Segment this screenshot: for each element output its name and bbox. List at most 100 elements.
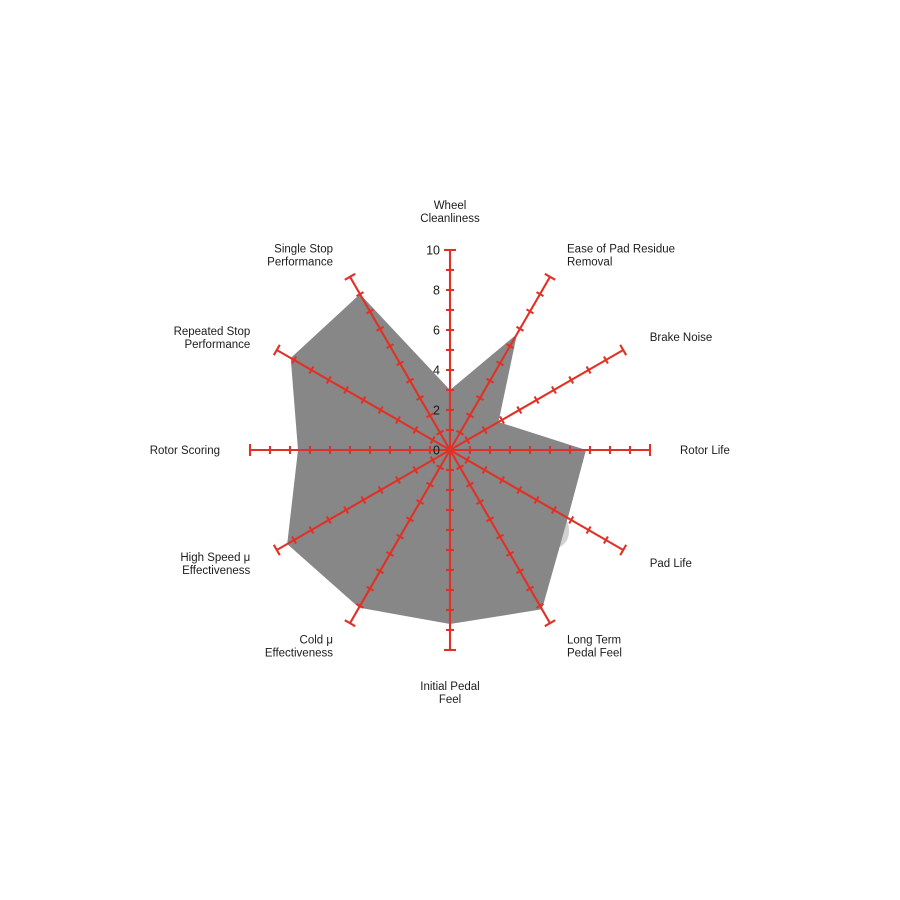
axis-tick bbox=[272, 544, 281, 556]
axis-tick bbox=[585, 365, 592, 375]
axis-origin-hub bbox=[446, 446, 454, 454]
axis-tick bbox=[325, 375, 332, 385]
axis-tick bbox=[377, 485, 384, 495]
axis-tick bbox=[343, 385, 350, 395]
axis-label-high-speed-effectiveness: High Speed μ Effectiveness bbox=[180, 552, 250, 577]
axis-tick bbox=[360, 395, 367, 405]
axis-tick bbox=[499, 475, 505, 485]
axis-tick bbox=[375, 568, 385, 575]
axis-tick bbox=[425, 481, 435, 488]
axis-tick bbox=[465, 412, 475, 419]
scale-tick-label: 0 bbox=[433, 444, 440, 458]
axis-tick bbox=[535, 291, 545, 298]
axis-tick bbox=[515, 568, 525, 575]
axis-tick bbox=[533, 395, 540, 405]
axis-label-initial-pedal-feel: Initial Pedal Feel bbox=[420, 681, 479, 706]
axis-tick bbox=[515, 325, 525, 332]
axis-tick bbox=[355, 291, 365, 298]
axis-tick bbox=[495, 533, 505, 540]
series-area-brake-pad-rating bbox=[287, 294, 586, 624]
axis-tick bbox=[505, 550, 515, 557]
axis-tick bbox=[429, 435, 436, 445]
axis-tick bbox=[355, 602, 365, 609]
axis-tick bbox=[412, 465, 419, 475]
axis-tick bbox=[291, 355, 298, 365]
axis-label-pad-life: Pad Life bbox=[650, 558, 692, 570]
axis-label-brake-noise: Brake Noise bbox=[650, 332, 713, 344]
axis-tick bbox=[455, 429, 465, 436]
axis-tick bbox=[485, 377, 495, 384]
axis-tick bbox=[550, 385, 557, 395]
axis-tick bbox=[385, 343, 395, 350]
axis-tick bbox=[395, 415, 401, 425]
axis-label-ease-of-pad-residue-removal: Ease of Pad Residue Removal bbox=[567, 243, 675, 268]
axis-tick bbox=[308, 365, 315, 375]
axis-label-wheel-cleanliness: Wheel Cleanliness bbox=[420, 200, 480, 225]
axis-tick bbox=[291, 535, 298, 545]
axis-tick bbox=[435, 429, 445, 436]
axis-tick bbox=[344, 619, 356, 628]
axis-tick bbox=[475, 395, 485, 401]
scale-tick-label: 4 bbox=[433, 364, 440, 378]
axis-tick bbox=[464, 435, 471, 445]
axis-tick bbox=[525, 308, 535, 315]
axis-label-cold-effectiveness: Cold μ Effectiveness bbox=[265, 635, 333, 660]
axis-tick bbox=[475, 499, 485, 505]
axis-tick bbox=[464, 455, 471, 465]
scale-tick-label: 8 bbox=[433, 284, 440, 298]
axis-tick bbox=[465, 481, 475, 488]
axis-tick bbox=[619, 544, 628, 556]
axis-tick bbox=[499, 415, 505, 425]
axis-tick bbox=[425, 412, 435, 419]
axis-tick bbox=[344, 272, 356, 281]
axis-tick bbox=[485, 516, 495, 523]
axes-group bbox=[248, 248, 652, 652]
axis-tick bbox=[544, 272, 556, 281]
axis-tick bbox=[395, 475, 401, 485]
axis-tick bbox=[585, 525, 592, 535]
axis-tick bbox=[481, 465, 488, 475]
axis-tick bbox=[405, 377, 415, 384]
axis-tick bbox=[375, 325, 385, 332]
axis-tick bbox=[405, 516, 415, 523]
axis-tick bbox=[455, 464, 465, 471]
axis-tick bbox=[365, 585, 375, 592]
axis-tick bbox=[619, 344, 628, 356]
scale-tick-label: 10 bbox=[426, 244, 440, 258]
axis-tick bbox=[395, 360, 405, 367]
axis-tick bbox=[395, 533, 405, 540]
axis-tick bbox=[343, 505, 350, 515]
axis-tick bbox=[308, 525, 315, 535]
axis-tick bbox=[516, 485, 523, 495]
scale-tick-label: 2 bbox=[433, 404, 440, 418]
axis-tick bbox=[325, 515, 332, 525]
axis-tick bbox=[602, 355, 609, 365]
axis-tick bbox=[360, 495, 367, 505]
axis-tick bbox=[550, 505, 557, 515]
axis-tick bbox=[568, 375, 575, 385]
axis-tick bbox=[365, 308, 375, 315]
axis-tick bbox=[429, 455, 436, 465]
radial-scale-labels: 0 2 4 6 8 10 bbox=[426, 244, 440, 458]
axis-tick bbox=[435, 464, 445, 471]
axis-label-rotor-scoring: Rotor Scoring bbox=[150, 445, 220, 457]
axis-label-single-stop-performance: Single Stop Performance bbox=[267, 243, 333, 268]
axis-tick bbox=[505, 343, 515, 350]
axis-label-long-term-pedal-feel: Long Term Pedal Feel bbox=[567, 635, 622, 660]
axis-tick bbox=[533, 495, 540, 505]
axis-tick bbox=[415, 395, 425, 401]
axis-tick bbox=[377, 405, 384, 415]
axis-tick bbox=[415, 499, 425, 505]
axis-tick bbox=[602, 535, 609, 545]
axis-tick bbox=[516, 405, 523, 415]
axis-tick bbox=[525, 585, 535, 592]
axis-tick bbox=[412, 425, 419, 435]
axis-label-rotor-life: Rotor Life bbox=[680, 445, 730, 457]
axis-tick bbox=[568, 515, 575, 525]
category-labels: Wheel Cleanliness Ease of Pad Residue Remov… bbox=[150, 200, 730, 706]
axis-tick bbox=[481, 425, 488, 435]
axis-label-repeated-stop-performance: Repeated Stop Performance bbox=[174, 326, 251, 351]
axis-tick bbox=[495, 360, 505, 367]
